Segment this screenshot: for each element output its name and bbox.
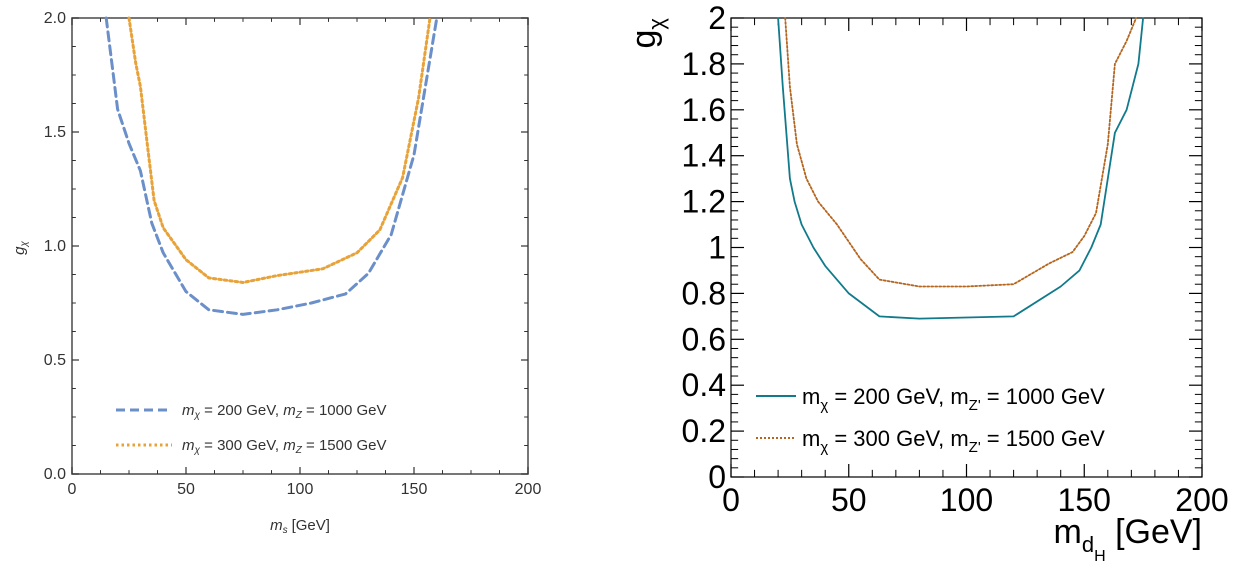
right-y-tick-label: 1.6 [682, 92, 726, 128]
left-x-axis-label: ms [GeV] [270, 517, 330, 536]
left-x-tick-label: 0 [68, 481, 77, 498]
left-legend: mχ = 200 GeV, mZ = 1000 GeV mχ = 300 GeV… [116, 402, 387, 456]
right-plot-frame [730, 17, 1203, 478]
right-axis-ticks: 0 50 100 150 200 0 0.2 0.4 0.6 0.8 1 1.2 1.4 1.6 1.8 2 [682, 0, 1229, 518]
right-y-tick-label: 0.2 [682, 413, 726, 449]
right-x-axis-label: mdH [GeV] [1053, 513, 1202, 565]
right-y-tick-label: 1 [708, 230, 726, 266]
left-legend-label-2: mχ = 300 GeV, mZ = 1500 GeV [182, 437, 387, 456]
right-y-tick-label: 1.8 [682, 46, 726, 82]
left-y-tick-label: 0.5 [44, 352, 66, 369]
left-x-tick-label: 100 [287, 481, 314, 498]
right-x-tick-label: 200 [1175, 482, 1228, 518]
right-x-tick-label: 0 [722, 482, 740, 518]
left-series-line-2 [127, 16, 432, 284]
left-series-group [104, 16, 439, 316]
right-y-tick-label: 2 [708, 0, 726, 36]
left-legend-label-1: mχ = 200 GeV, mZ = 1000 GeV [182, 402, 387, 421]
right-chart: 0 50 100 150 20000.20.40.60.811.21.41.61.82 … [625, 0, 1229, 565]
right-y-tick-label: 0.6 [682, 321, 726, 357]
left-x-tick-label: 200 [515, 481, 542, 498]
right-y-tick-label: 1.4 [682, 138, 726, 174]
right-legend-label-1: mχ = 200 GeV, mZ' = 1000 GeV [802, 384, 1105, 414]
right-x-tick-label: 50 [831, 482, 867, 518]
left-y-tick-label: 1.5 [44, 124, 66, 141]
right-series-group [777, 17, 1144, 320]
left-x-tick-label: 50 [177, 481, 195, 498]
right-x-tick-label: 100 [940, 482, 993, 518]
right-y-tick-label: 0.8 [682, 275, 726, 311]
right-y-tick-label: 1.2 [682, 184, 726, 220]
right-series-line-2 [784, 17, 1137, 288]
left-axis-ticks: 0 50 100 150 200 0.0 0.5 1.0 1.5 2.0 [44, 10, 542, 498]
left-chart: 0 50 100 150 200 0.0 0.5 1.0 1.5 2.0 ms [GeV] gχ m… [11, 10, 541, 536]
left-y-tick-label: 1.0 [44, 238, 66, 255]
left-y-tick-label: 2.0 [44, 10, 66, 27]
right-y-tick-label: 0 [708, 459, 726, 495]
right-series-line-1 [777, 17, 1144, 320]
right-x-tick-label: 150 [1058, 482, 1111, 518]
left-plot-frame [71, 17, 529, 475]
left-y-axis-label: gχ [11, 241, 30, 255]
right-y-axis-label: gχ [625, 18, 669, 49]
right-legend: mχ = 200 GeV, mZ' = 1000 GeV mχ = 300 Ge… [756, 384, 1105, 456]
right-y-tick-label: 0.4 [682, 367, 726, 403]
left-x-tick-label: 150 [401, 481, 428, 498]
right-legend-label-2: mχ = 300 GeV, mZ' = 1500 GeV [802, 426, 1105, 456]
left-y-tick-label: 0.0 [44, 466, 66, 483]
left-series-line-1 [104, 16, 439, 316]
